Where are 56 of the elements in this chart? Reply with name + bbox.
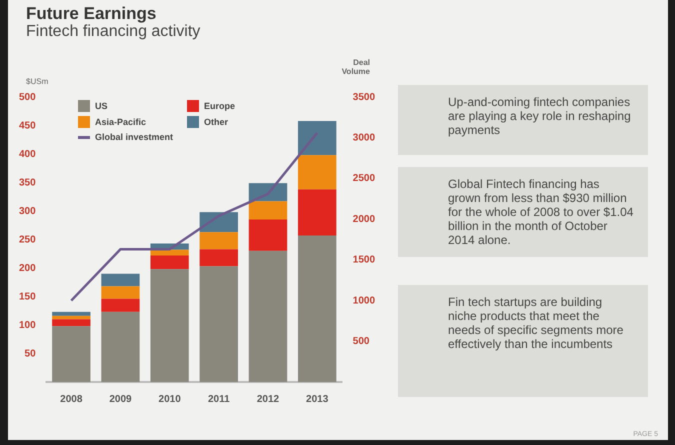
- x-tick-label: 2009: [109, 394, 132, 405]
- y-tick-label: 100: [18, 320, 36, 331]
- y-axis-title: $USm: [26, 77, 48, 86]
- legend-label: US: [95, 101, 108, 111]
- legend-label: Other: [204, 117, 228, 127]
- bar: [298, 155, 336, 190]
- y2-tick-label: 3500: [352, 92, 376, 103]
- legend-label: Global investment: [95, 132, 174, 142]
- y-tick-label: 50: [24, 348, 36, 360]
- text: Up-and-coming fintech companies are playing a key role in reshaping payments: [398, 85, 648, 155]
- y2-tick-label: 500: [352, 336, 370, 348]
- bar: [150, 250, 189, 256]
- y-tick-label: 300: [18, 206, 36, 217]
- y-tick-label: 350: [18, 177, 36, 188]
- y2-tick-label: 1500: [352, 254, 376, 266]
- y-tick-label: 450: [18, 120, 36, 132]
- bar: [298, 236, 336, 382]
- bar: [200, 249, 238, 266]
- x-tick-label: 2010: [158, 394, 182, 405]
- y-tick-label: 150: [18, 291, 36, 302]
- bar: [298, 120, 336, 156]
- y2-axis-title: Deal Volume: [340, 58, 370, 76]
- chart-subtitle: Fintech financing activity: [26, 23, 200, 41]
- y2-tick-label: 1000: [352, 295, 376, 306]
- text: Global Fintech financing has grown from less than $930 million for the whole of 2008 to over $1.04 billion in the month of October 2014 alone.: [398, 167, 648, 257]
- y-tick-label: 250: [18, 234, 36, 246]
- text: Fin tech startups are building niche products that meet the needs of specific segments more effectively than the incumbents: [398, 285, 648, 397]
- y2-tick-label: 2000: [352, 214, 376, 225]
- bar: [150, 269, 189, 382]
- y2-tick-label: 2500: [352, 173, 376, 184]
- x-tick-label: 2011: [208, 394, 230, 405]
- x-tick-label: 2008: [60, 394, 83, 405]
- bar: [248, 201, 288, 220]
- y-tick-label: 200: [18, 262, 36, 274]
- x-tick-label: 2012: [256, 394, 280, 405]
- bar: [101, 274, 140, 286]
- bar: [248, 250, 288, 382]
- bar: [248, 220, 288, 251]
- chart-title: Future Earnings: [26, 4, 156, 24]
- bar: [200, 232, 238, 250]
- bar: [52, 326, 90, 382]
- bar: [52, 319, 90, 326]
- bar: [101, 312, 140, 382]
- y-tick-label: 500: [18, 92, 36, 103]
- bar: [200, 266, 238, 382]
- legend-label: Asia-Pacific: [95, 117, 146, 127]
- x-tick-label: 2013: [306, 394, 329, 405]
- y2-tick-label: 3000: [352, 132, 376, 144]
- bar: [101, 286, 140, 299]
- y-tick-label: 400: [18, 148, 36, 160]
- legend-label: Europe: [204, 101, 236, 111]
- bar: [101, 298, 140, 312]
- bar: [52, 316, 90, 320]
- bar: [150, 255, 189, 270]
- bar: [298, 189, 336, 236]
- bar: [52, 312, 90, 316]
